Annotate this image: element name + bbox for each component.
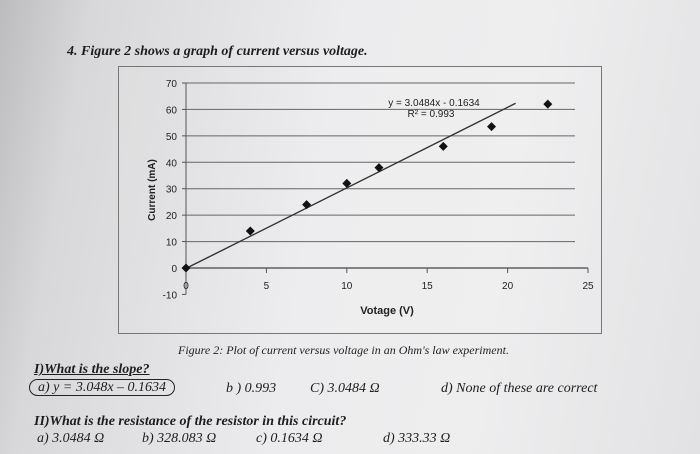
y-tick-label: 50 bbox=[166, 132, 178, 143]
data-point bbox=[245, 226, 255, 236]
data-point bbox=[181, 263, 191, 273]
x-tick-label: 15 bbox=[422, 281, 434, 292]
question-heading: 4. Figure 2 shows a graph of current ver… bbox=[67, 44, 368, 59]
q2-option-c[interactable]: c) 0.1634 Ω bbox=[256, 431, 323, 446]
y-tick-label: 30 bbox=[166, 185, 178, 196]
y-axis-label: Current (mA) bbox=[147, 159, 158, 221]
q1-option-c[interactable]: C) 3.0484 Ω bbox=[310, 381, 380, 396]
x-tick-label: 0 bbox=[183, 281, 189, 292]
x-tick-label: 5 bbox=[264, 281, 270, 292]
data-point bbox=[543, 99, 553, 109]
q1-prompt: I)What is the slope? bbox=[34, 362, 150, 377]
q2-option-b[interactable]: b) 328.083 Ω bbox=[142, 431, 217, 446]
data-point bbox=[487, 122, 497, 132]
data-point bbox=[438, 141, 448, 151]
x-tick-label: 20 bbox=[502, 281, 514, 292]
y-tick-label: -10 bbox=[163, 290, 178, 301]
trendline bbox=[185, 102, 516, 270]
data-point bbox=[374, 163, 384, 173]
q2-prompt: II)What is the resistance of the resisto… bbox=[34, 414, 347, 429]
y-tick-label: 40 bbox=[166, 158, 178, 169]
y-tick-label: 70 bbox=[166, 79, 178, 90]
y-tick-label: 0 bbox=[171, 264, 177, 275]
trendline-r-squared: R² = 0.993 bbox=[408, 109, 455, 120]
data-point bbox=[342, 178, 352, 188]
trendline-equation: y = 3.0484x - 0.1634 bbox=[388, 98, 480, 109]
q1-option-b[interactable]: b ) 0.993 bbox=[226, 381, 277, 396]
y-tick-label: 20 bbox=[166, 211, 178, 222]
figure-caption: Figure 2: Plot of current versus voltage… bbox=[178, 343, 509, 357]
y-tick-label: 60 bbox=[166, 105, 178, 116]
y-tick-label: 10 bbox=[166, 238, 178, 249]
data-point bbox=[302, 200, 312, 210]
x-tick-label: 10 bbox=[341, 281, 353, 292]
q2-option-d[interactable]: d) 333.33 Ω bbox=[383, 431, 451, 446]
q1-option-d[interactable]: d) None of these are correct bbox=[441, 381, 598, 396]
chart-frame bbox=[118, 66, 602, 334]
q2-option-a[interactable]: a) 3.0484 Ω bbox=[37, 431, 105, 446]
x-tick-label: 25 bbox=[582, 281, 594, 292]
x-axis-label: Votage (V) bbox=[360, 305, 414, 317]
q1-option-a[interactable]: a) y = 3.048x – 0.1634 bbox=[29, 379, 176, 396]
q1-option-a-label: a) y = 3.048x – 0.1634 bbox=[29, 379, 176, 396]
